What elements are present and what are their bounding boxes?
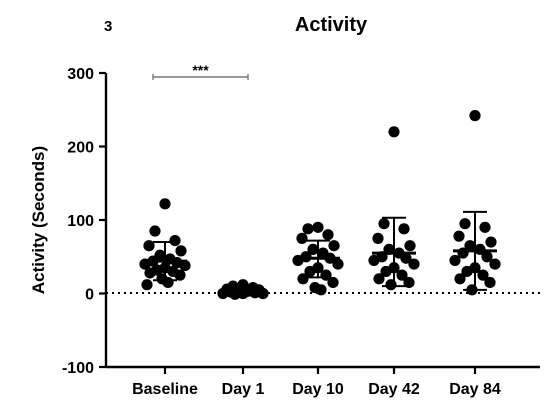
data-point	[449, 254, 461, 267]
data-point	[373, 273, 385, 285]
data-point	[141, 279, 153, 291]
panel-label: 3	[104, 18, 112, 35]
group-day-84	[449, 110, 501, 296]
data-point	[307, 243, 319, 255]
y-tick-label: 0	[85, 287, 94, 304]
data-point	[403, 276, 415, 289]
data-point	[400, 252, 412, 264]
data-point	[398, 223, 410, 235]
group-day-42	[368, 126, 420, 291]
x-tick-label: Day 84	[449, 381, 501, 398]
data-point	[477, 269, 489, 281]
data-point	[388, 126, 400, 138]
data-point	[464, 240, 476, 252]
data-point	[179, 259, 191, 272]
data-point	[322, 229, 334, 241]
x-tick-label: Baseline	[132, 381, 198, 398]
data-point	[327, 276, 339, 289]
data-point	[453, 230, 465, 242]
data-point	[485, 236, 497, 248]
data-point	[296, 232, 308, 244]
data-point	[302, 223, 314, 235]
data-point	[469, 110, 481, 122]
group-day-1	[217, 279, 269, 300]
y-tick-label: 200	[67, 140, 94, 157]
data-point	[481, 251, 493, 263]
significance-label: ***	[192, 62, 209, 78]
x-tick-label: Day 42	[368, 381, 420, 398]
y-tick-label: 100	[67, 213, 94, 230]
data-point	[257, 287, 269, 300]
group-day-10	[292, 221, 344, 296]
x-tick-label: Day 1	[222, 381, 265, 398]
data-point	[292, 254, 304, 267]
data-point	[459, 218, 471, 230]
y-axis-label: Activity (Seconds)	[29, 146, 48, 294]
x-tick-label: Day 10	[292, 381, 344, 398]
chart-title: Activity	[295, 14, 368, 36]
data-point	[174, 269, 186, 281]
data-point	[328, 240, 340, 252]
data-point	[380, 265, 392, 278]
group-baseline	[139, 198, 191, 291]
data-point	[332, 258, 344, 270]
data-point	[372, 232, 384, 244]
data-point	[368, 254, 380, 267]
data-point	[466, 284, 478, 296]
data-groups	[139, 110, 501, 300]
data-point	[144, 267, 156, 279]
data-point	[312, 221, 324, 233]
data-point	[479, 221, 491, 233]
data-point	[315, 284, 327, 296]
y-tick-label: -100	[62, 360, 94, 377]
data-point	[454, 273, 466, 285]
data-point	[489, 258, 501, 270]
data-point	[304, 265, 316, 278]
data-point	[461, 265, 473, 278]
data-point	[378, 218, 390, 230]
data-point	[484, 276, 496, 289]
data-point	[159, 198, 171, 210]
data-point	[320, 269, 332, 281]
x-ticks: Baseline Day 1 Day 10 Day 42 Day 84	[132, 367, 501, 398]
y-ticks: -100 0 100 200 300	[62, 66, 106, 377]
data-point	[385, 279, 397, 291]
data-point	[297, 273, 309, 285]
data-point	[217, 287, 229, 300]
data-point	[404, 240, 416, 252]
y-tick-label: 300	[67, 66, 94, 83]
data-point	[408, 258, 420, 270]
data-point	[143, 240, 155, 252]
data-point	[175, 245, 187, 257]
data-point	[396, 269, 408, 281]
data-point	[169, 234, 181, 247]
data-point	[149, 225, 161, 237]
data-point	[162, 276, 174, 289]
significance-annotations: ***	[152, 62, 249, 80]
